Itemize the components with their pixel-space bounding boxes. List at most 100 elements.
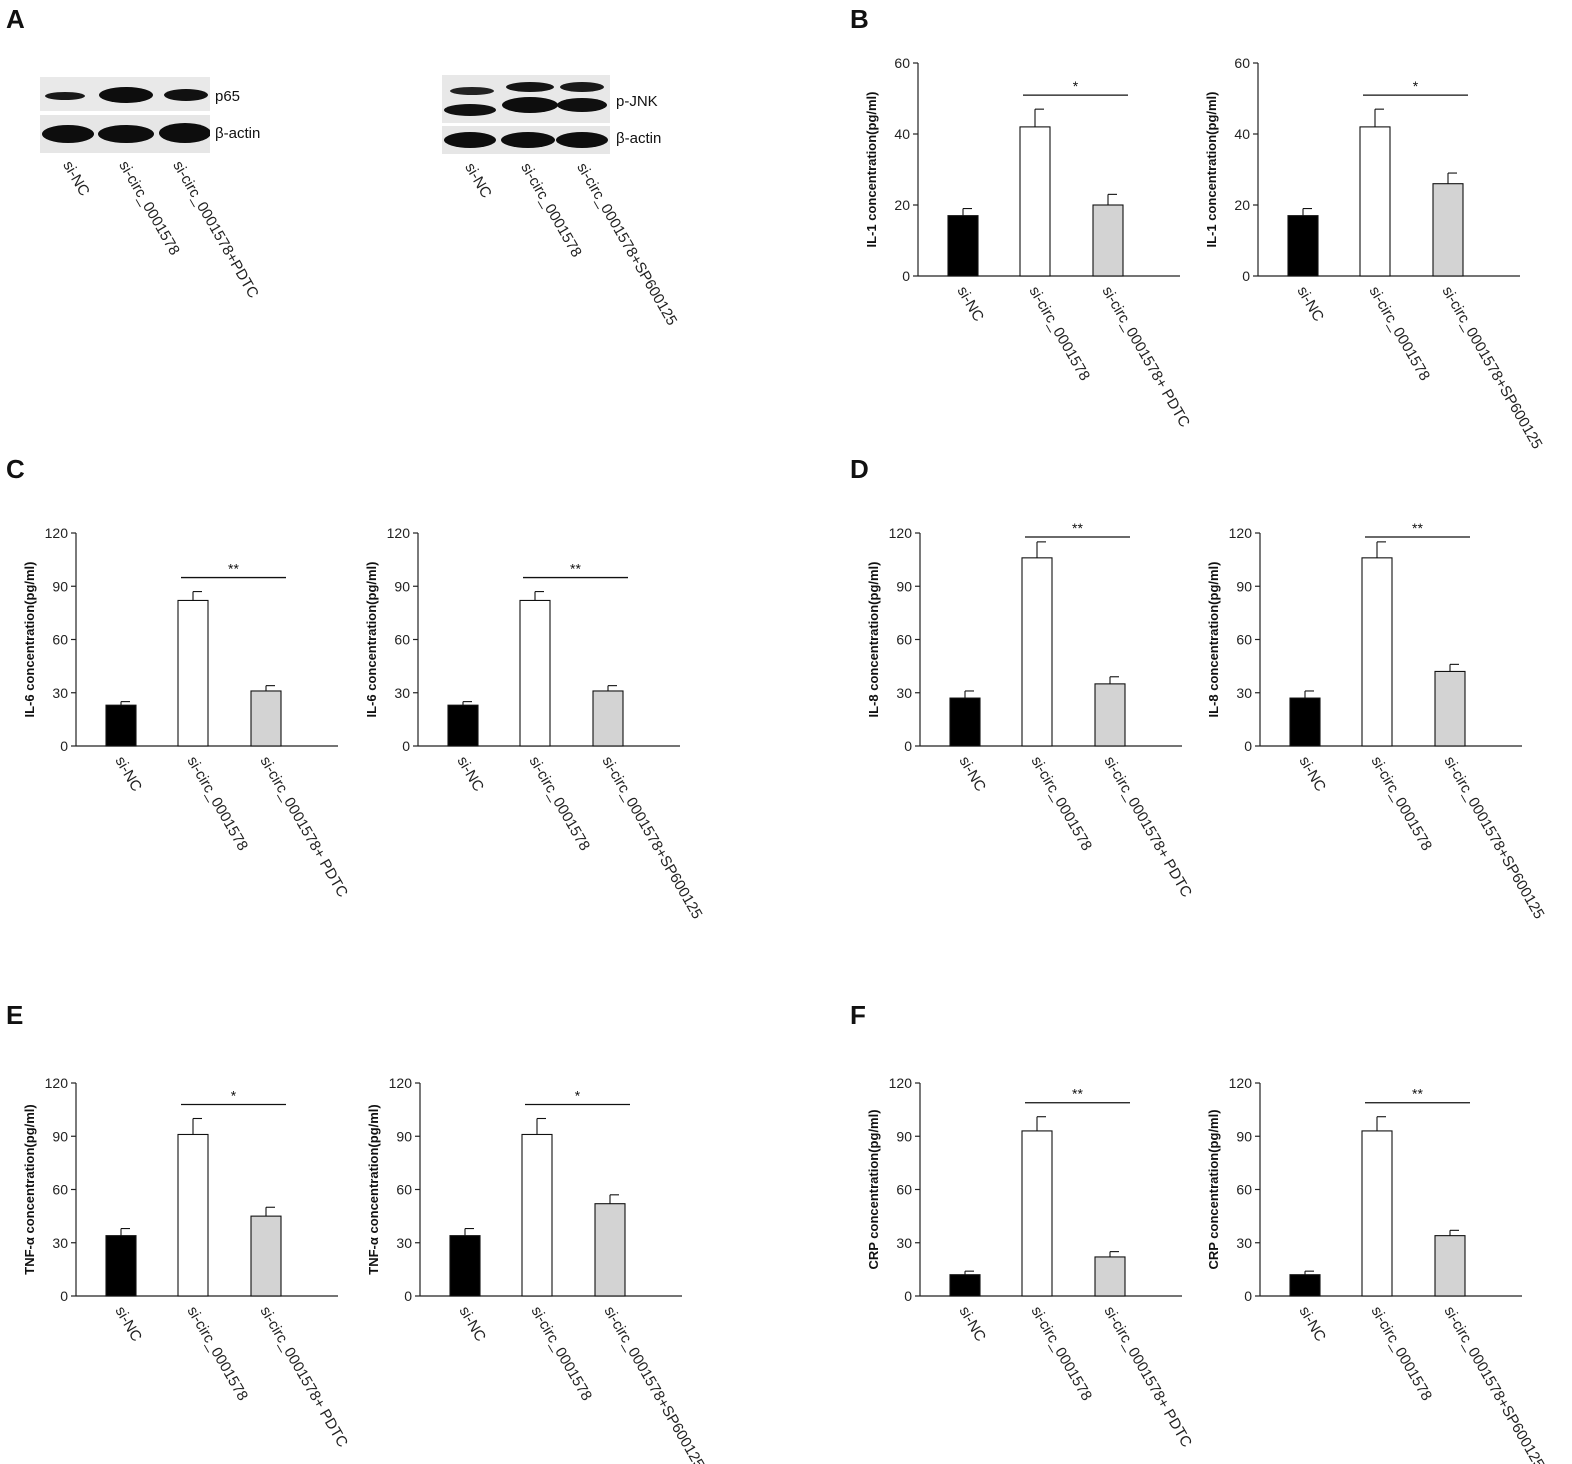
category-label-2: si-circ_0001578 — [184, 754, 252, 854]
y-axis-label: IL-1 concentration(pg/ml) — [864, 92, 879, 248]
blot2-lane-3: si-circ_0001578+SP600125 — [573, 160, 681, 329]
p65-bands — [45, 87, 208, 103]
chart-c-il6-sp600125: IL-6 concentration(pg/ml) 0 30 60 90 120 si-NC… — [364, 525, 706, 922]
category-label-3: si-circ_0001578+ PDTC — [257, 1304, 352, 1451]
category-label-2: si-circ_0001578 — [528, 1304, 596, 1404]
category-label-1: si-NC — [112, 754, 146, 795]
bar-3 — [1094, 1256, 1126, 1297]
bar-1 — [447, 704, 479, 747]
category-label-2: si-circ_0001578 — [1366, 284, 1434, 384]
y-tick-label: 20 — [894, 197, 910, 213]
bar-2 — [521, 1133, 553, 1297]
bar-1 — [949, 697, 981, 747]
actin2-band-1 — [444, 132, 496, 148]
bar-3 — [594, 1203, 626, 1297]
blot1-lane-3: si-circ_0001578+PDTC — [169, 158, 262, 302]
category-label-1: si-NC — [956, 1304, 990, 1345]
y-tick-label: 60 — [1236, 1182, 1252, 1198]
y-tick-label: 60 — [52, 632, 68, 648]
bar-3 — [592, 690, 624, 747]
y-tick-label: 60 — [396, 1182, 412, 1198]
y-tick-label: 30 — [1236, 1235, 1252, 1251]
category-label-2: si-circ_0001578 — [1368, 754, 1436, 854]
y-tick-label: 120 — [889, 1075, 913, 1091]
blot2-lane-2: si-circ_0001578 — [517, 160, 585, 261]
bar-1 — [949, 1274, 981, 1297]
significance-label: ** — [228, 561, 239, 577]
y-tick-label: 90 — [396, 1128, 412, 1144]
y-tick-label: 120 — [889, 525, 913, 541]
bar-1 — [1289, 1274, 1321, 1297]
bar-3 — [1434, 670, 1466, 747]
category-label-2: si-circ_0001578 — [184, 1304, 252, 1404]
significance-label: * — [231, 1088, 237, 1104]
blot-strip-p-jnk — [442, 75, 610, 123]
category-label-3: si-circ_0001578+SP600125 — [599, 754, 706, 922]
category-label-1: si-NC — [454, 754, 488, 795]
panel-letter-a: A — [6, 4, 25, 34]
y-tick-label: 0 — [1244, 1288, 1252, 1304]
significance-label: * — [1073, 78, 1079, 94]
blot2-lane-1: si-NC — [461, 160, 495, 201]
actin1-band-2 — [98, 125, 154, 143]
y-tick-label: 90 — [1236, 578, 1252, 594]
y-tick-label: 60 — [394, 632, 410, 648]
bar-1 — [449, 1235, 481, 1297]
y-tick-label: 30 — [896, 685, 912, 701]
panel-letter-c: C — [6, 454, 25, 484]
category-label-1: si-NC — [956, 754, 990, 795]
category-label-1: si-NC — [1296, 754, 1330, 795]
panel-letter-f: F — [850, 1000, 866, 1030]
y-tick-label: 60 — [1234, 55, 1250, 71]
y-axis-label: CRP concentration(pg/ml) — [1206, 1109, 1221, 1269]
y-tick-label: 0 — [60, 1288, 68, 1304]
y-tick-label: 30 — [52, 685, 68, 701]
y-axis-label: IL-6 concentration(pg/ml) — [364, 562, 379, 718]
y-tick-label: 30 — [396, 1235, 412, 1251]
y-tick-label: 60 — [1236, 632, 1252, 648]
panel-letter-b: B — [850, 4, 869, 34]
y-axis-label: CRP concentration(pg/ml) — [866, 1109, 881, 1269]
bar-1 — [105, 1235, 137, 1297]
y-tick-label: 40 — [894, 126, 910, 142]
blot-strip-actin-1 — [40, 115, 211, 153]
y-tick-label: 60 — [896, 1182, 912, 1198]
y-axis-label: TNF-α concentration(pg/ml) — [366, 1104, 381, 1274]
y-tick-label: 90 — [52, 578, 68, 594]
significance-label: ** — [570, 561, 581, 577]
pjnk-lower-band-2 — [502, 97, 558, 113]
bar-2 — [1361, 557, 1393, 747]
bar-1 — [105, 704, 137, 747]
bar-3 — [1094, 683, 1126, 747]
chart-d-il8-pdtc: IL-8 concentration(pg/ml) 0 30 60 90 120 si-NC… — [866, 520, 1196, 901]
category-label-1: si-NC — [112, 1304, 146, 1345]
actin1-band-1 — [42, 125, 94, 143]
chart-b-il1-pdtc: IL-1 concentration(pg/ml) 0 20 40 60 si-NC si-… — [864, 55, 1193, 430]
y-tick-label: 40 — [1234, 126, 1250, 142]
category-label-3: si-circ_0001578+SP600125 — [1441, 754, 1548, 922]
bar-3 — [1092, 204, 1124, 277]
p65-band-si-circ — [99, 87, 153, 103]
category-label-2: si-circ_0001578 — [526, 754, 594, 854]
pjnk-upper-band-2 — [506, 82, 554, 92]
y-tick-label: 90 — [394, 578, 410, 594]
y-tick-label: 0 — [404, 1288, 412, 1304]
bar-3 — [250, 1215, 282, 1297]
pjnk-upper-band-1 — [450, 87, 494, 95]
bar-3 — [1432, 183, 1464, 277]
pjnk-lower-band-1 — [444, 104, 496, 116]
y-tick-label: 30 — [52, 1235, 68, 1251]
bar-2 — [1019, 126, 1051, 277]
chart-e-tnf-sp600125: TNF-α concentration(pg/ml) 0 30 60 90 120 si-N… — [366, 1075, 708, 1464]
y-tick-label: 0 — [402, 738, 410, 754]
category-label-3: si-circ_0001578+ PDTC — [1101, 754, 1196, 901]
y-tick-label: 0 — [904, 738, 912, 754]
pjnk-upper-band-3 — [560, 82, 604, 92]
category-label-2: si-circ_0001578 — [1026, 284, 1094, 384]
blot1-lane-1: si-NC — [59, 158, 93, 199]
y-tick-label: 0 — [1244, 738, 1252, 754]
category-label-1: si-NC — [1294, 284, 1328, 325]
blot-strip-p65 — [40, 77, 210, 111]
category-label-3: si-circ_0001578+SP600125 — [1441, 1304, 1548, 1464]
significance-label: ** — [1412, 1086, 1423, 1102]
